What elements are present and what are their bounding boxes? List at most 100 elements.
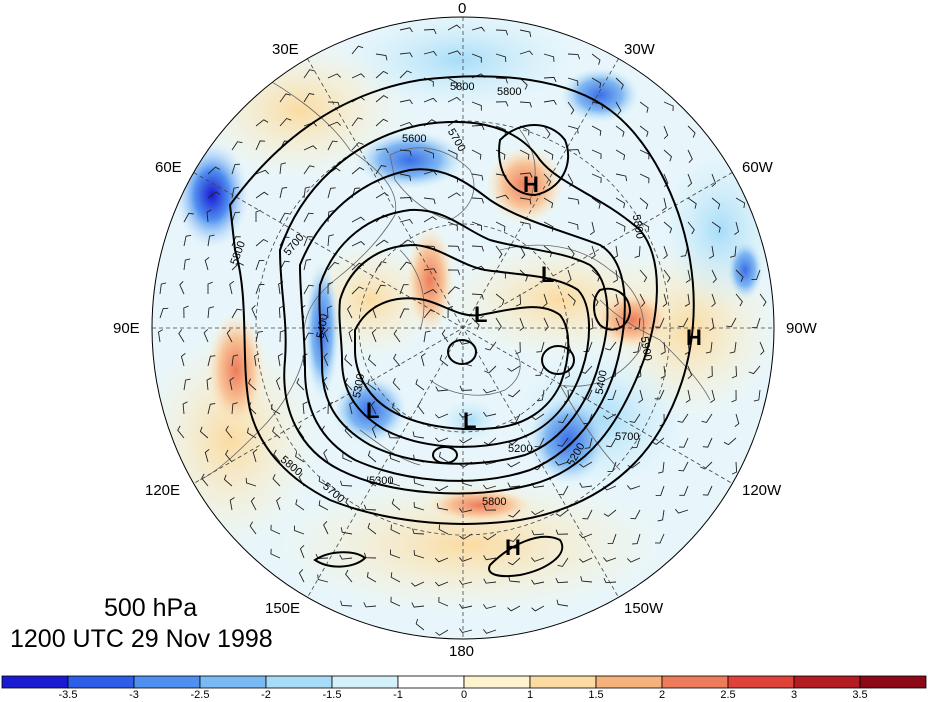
wind-barb [327, 234, 334, 247]
wind-barb [729, 341, 737, 354]
wind-barb [423, 216, 437, 223]
wind-barb [731, 365, 737, 379]
lon-label-90w: 90W [786, 320, 817, 337]
wind-barb [231, 141, 243, 151]
wind-barb [519, 245, 526, 259]
wind-barb [589, 221, 595, 235]
wind-barb [326, 305, 333, 319]
wind-barb [607, 389, 617, 401]
colorbar-tick-label: -3 [129, 689, 139, 701]
wind-barb [399, 52, 413, 58]
wind-barb [375, 214, 388, 223]
wind-barb [627, 461, 641, 469]
contour-label: 5800 [497, 86, 521, 98]
wind-barb [495, 77, 508, 84]
wind-barb [423, 50, 437, 56]
wind-barb [639, 125, 649, 137]
colorbar-swatch [793, 675, 861, 689]
wind-barb [507, 365, 521, 372]
wind-barb [303, 92, 315, 103]
colorbar-tick-label: -2 [261, 689, 271, 701]
wind-barb [423, 289, 438, 295]
wind-barb [615, 149, 626, 161]
wind-barb [303, 165, 315, 175]
wind-barb [759, 341, 765, 356]
wind-barb [531, 413, 545, 421]
wind-barb [531, 579, 545, 585]
wind-barb [323, 448, 329, 463]
colorbar-tick-label: 1 [526, 689, 534, 701]
wind-barb [183, 258, 191, 271]
wind-barb [542, 293, 548, 308]
wind-barb [318, 476, 329, 487]
wind-barb [687, 173, 693, 188]
wind-barb [702, 437, 713, 448]
wind-barb [399, 284, 409, 295]
wind-barb [507, 482, 521, 488]
wind-barb [615, 173, 628, 182]
wind-barb [495, 245, 503, 259]
wind-barb [615, 125, 625, 137]
wind-barb [389, 477, 401, 487]
contour-label: 5700 [615, 431, 639, 443]
wind-barb [678, 437, 689, 448]
wind-barb [351, 117, 363, 127]
wind-barb [413, 477, 425, 487]
wind-barb [471, 293, 484, 300]
wind-barb [580, 576, 593, 583]
wind-barb [543, 149, 554, 160]
wind-barb [495, 29, 509, 36]
wind-barb [459, 580, 473, 585]
wind-barb [700, 461, 713, 470]
colorbar-tick-label: 3.5 [852, 689, 868, 701]
wind-barb [555, 529, 569, 535]
wind-barb [602, 557, 617, 562]
wind-barb [439, 354, 449, 367]
wind-barb [279, 93, 291, 103]
wind-barb [605, 341, 617, 351]
wind-barb [399, 173, 412, 181]
wind-barb [367, 354, 377, 367]
colorbar-swatch [1, 675, 69, 689]
wind-barb [626, 557, 641, 563]
wind-barb [423, 28, 437, 35]
wind-barb [275, 376, 281, 391]
wind-barb [363, 602, 377, 608]
wind-barb [375, 164, 387, 175]
wind-barb [567, 293, 576, 306]
wind-barb [639, 269, 648, 283]
wind-barb [323, 328, 329, 343]
wind-barb [459, 603, 473, 609]
wind-barb [729, 245, 737, 258]
wind-barb [684, 293, 690, 307]
wind-barb [255, 169, 270, 175]
wind-barb [662, 293, 668, 307]
wind-barb [711, 197, 721, 210]
wind-barb [438, 596, 449, 607]
wind-barb [204, 449, 210, 463]
wind-barb [390, 572, 401, 583]
wind-barb [351, 286, 364, 295]
wind-barb [327, 281, 333, 295]
wind-barb [415, 618, 425, 631]
wind-barb [519, 149, 530, 160]
lon-label-0: 0 [458, 0, 467, 17]
wind-barb [223, 474, 233, 487]
wind-barb [273, 449, 281, 463]
wind-barb [255, 284, 265, 295]
wind-barb [751, 269, 761, 280]
wind-barb [519, 221, 531, 230]
low-center-marker: L [541, 262, 554, 287]
wind-barb [392, 378, 401, 391]
wind-barb [231, 402, 238, 415]
wind-barb [495, 125, 506, 135]
wind-barb [342, 453, 353, 463]
wind-barb [507, 461, 521, 468]
wind-barb [375, 70, 389, 79]
wind-barb [340, 600, 353, 607]
wind-barb [685, 269, 691, 283]
wind-barb [685, 389, 691, 403]
wind-barb [678, 461, 689, 472]
colorbar-swatch [859, 675, 927, 689]
wind-barb [567, 197, 580, 205]
